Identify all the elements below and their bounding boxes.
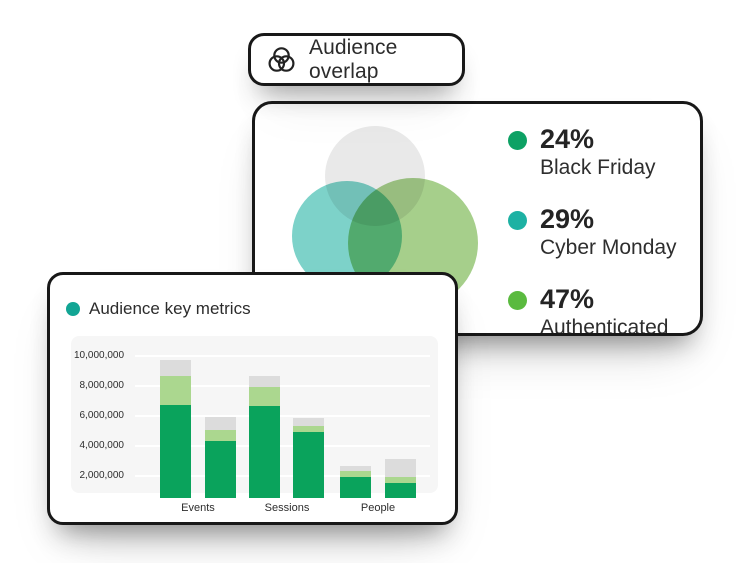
ytick-label: 10,000,000	[74, 350, 125, 361]
chart-plot-area: 10,000,000 8,000,000 6,000,000 4,000,000 2,0…	[71, 336, 438, 498]
legend-label: Black Friday	[540, 156, 656, 180]
bar-segment-gray	[340, 466, 371, 471]
stacked-bar	[205, 416, 236, 498]
bar-segment-dark-green	[205, 440, 236, 498]
bar-segment-dark-green	[160, 404, 191, 498]
legend-value: 47%	[540, 283, 595, 314]
bar-segment-light-green	[385, 476, 416, 483]
bar-segment-light-green	[205, 430, 236, 441]
legend-item-black-friday: 24% Black Friday	[508, 125, 677, 181]
audience-overlap-card: 24% Black Friday 29% Cyber Monday 47% Au…	[252, 101, 703, 336]
metrics-title-row: Audience key metrics	[66, 299, 251, 319]
gridline	[135, 355, 430, 357]
ytick-label: 8,000,000	[79, 380, 125, 391]
bar-segment-gray	[249, 376, 280, 387]
legend-bullet-icon	[508, 290, 527, 310]
stacked-bar	[160, 359, 191, 498]
bar-segment-dark-green	[293, 431, 324, 498]
legend-item-authenticated: 47% Authenticated	[508, 283, 677, 336]
bar-segment-dark-green	[385, 482, 416, 498]
ytick-label: 2,000,000	[79, 470, 125, 481]
gridline	[135, 415, 430, 417]
metrics-card-title: Audience key metrics	[89, 299, 251, 318]
venn-overlap-icon	[265, 46, 298, 74]
legend-label: Cyber Monday	[540, 236, 677, 260]
legend-item-cyber-monday: 29% Cyber Monday	[508, 205, 677, 261]
category-label: Events	[181, 502, 215, 514]
bar-segment-gray	[385, 458, 416, 477]
stacked-bar	[293, 418, 324, 498]
audience-key-metrics-card: Audience key metrics 10,000,000 8,000,000…	[47, 272, 458, 525]
metrics-bullet-icon	[66, 302, 80, 316]
bar-segment-light-green	[293, 425, 324, 432]
legend-value: 29%	[540, 203, 595, 234]
gridline	[135, 445, 430, 447]
badge-label: Audience overlap	[309, 35, 398, 83]
legend-bullet-icon	[508, 210, 527, 230]
category-label: Sessions	[264, 502, 310, 514]
category-label: People	[360, 502, 396, 514]
legend-bullet-icon	[508, 131, 527, 150]
gridline	[135, 385, 430, 387]
ytick-label: 4,000,000	[79, 440, 125, 451]
bar-segment-light-green	[160, 376, 191, 405]
bar-segment-gray	[205, 416, 236, 430]
bar-segment-dark-green	[249, 406, 280, 498]
stacked-bar	[385, 458, 416, 498]
bar-segment-dark-green	[340, 476, 371, 498]
legend-label: Authenticated	[540, 316, 669, 336]
audience-overlap-badge: Audience overlap	[248, 33, 465, 86]
bar-segment-gray	[293, 418, 324, 426]
stacked-bar	[340, 466, 371, 498]
stacked-bar	[249, 376, 280, 498]
ytick-label: 6,000,000	[79, 410, 125, 421]
bar-segment-light-green	[249, 386, 280, 406]
bar-segment-gray	[160, 359, 191, 376]
bar-segment-light-green	[340, 470, 371, 477]
overlap-legend: 24% Black Friday 29% Cyber Monday 47% Au…	[508, 125, 677, 336]
legend-value: 24%	[540, 124, 595, 154]
gridline	[135, 475, 430, 477]
